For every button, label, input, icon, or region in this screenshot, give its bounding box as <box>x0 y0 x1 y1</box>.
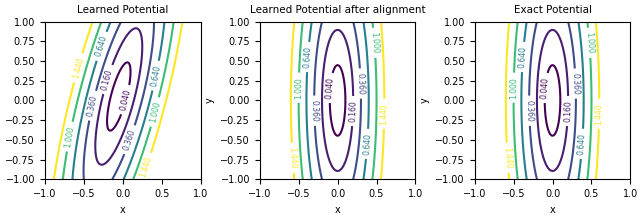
X-axis label: x: x <box>550 205 556 214</box>
Text: 1.000: 1.000 <box>294 77 303 98</box>
Text: 0.360: 0.360 <box>122 128 138 152</box>
Text: 1.000: 1.000 <box>584 32 595 54</box>
Text: 0.360: 0.360 <box>86 94 99 117</box>
Y-axis label: y: y <box>420 98 429 103</box>
Text: 0.040: 0.040 <box>325 77 335 99</box>
Text: 1.440: 1.440 <box>287 147 298 169</box>
Text: 0.640: 0.640 <box>303 46 313 68</box>
Text: 1.440: 1.440 <box>380 103 389 125</box>
Text: 0.640: 0.640 <box>577 133 588 155</box>
Title: Learned Potential after alignment: Learned Potential after alignment <box>250 5 426 15</box>
Text: 0.040: 0.040 <box>119 88 133 111</box>
Text: 0.640: 0.640 <box>149 64 163 87</box>
Y-axis label: y: y <box>205 98 214 103</box>
Title: Exact Potential: Exact Potential <box>513 5 591 15</box>
Text: 0.360: 0.360 <box>525 100 534 122</box>
X-axis label: x: x <box>120 205 125 214</box>
Title: Learned Potential: Learned Potential <box>77 5 168 15</box>
Text: 1.000: 1.000 <box>369 32 380 54</box>
Text: 1.000: 1.000 <box>148 100 162 124</box>
Text: 0.360: 0.360 <box>356 72 365 95</box>
Text: 0.640: 0.640 <box>362 133 372 155</box>
Text: 0.040: 0.040 <box>540 77 550 99</box>
Text: 0.160: 0.160 <box>563 100 573 122</box>
Text: 1.000: 1.000 <box>63 125 76 148</box>
Text: 1.000: 1.000 <box>509 77 518 98</box>
Text: 0.640: 0.640 <box>94 35 109 58</box>
Text: 0.360: 0.360 <box>310 100 319 122</box>
Text: 0.160: 0.160 <box>100 68 115 91</box>
Text: 0.160: 0.160 <box>348 100 358 122</box>
Text: 1.440: 1.440 <box>71 56 85 79</box>
Text: 1.440: 1.440 <box>139 156 154 179</box>
Text: 0.360: 0.360 <box>571 72 580 95</box>
Text: 1.440: 1.440 <box>502 147 513 169</box>
X-axis label: x: x <box>335 205 340 214</box>
Text: 0.640: 0.640 <box>518 46 528 68</box>
Text: 1.440: 1.440 <box>595 103 604 125</box>
